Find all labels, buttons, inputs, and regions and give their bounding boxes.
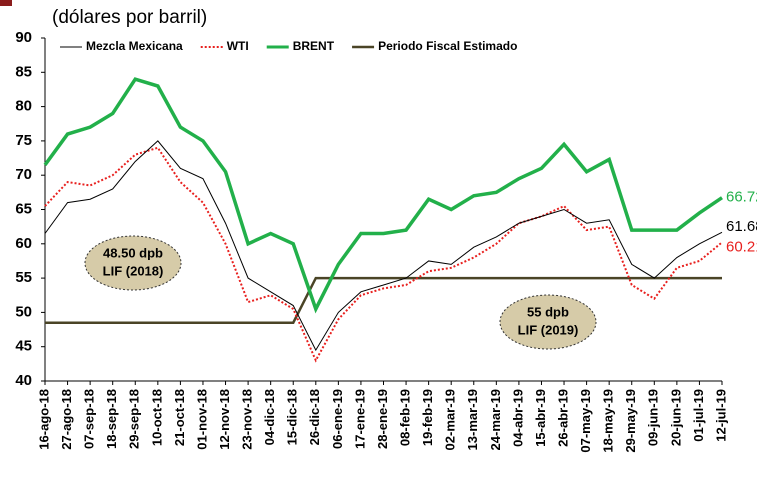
- x-tick-label: 27-ago-18: [59, 389, 74, 450]
- annotation-text: 48.50 dpb: [103, 245, 163, 260]
- series-line: [44, 140, 723, 352]
- x-tick-label: 29-may-19: [623, 389, 638, 453]
- y-tick-label: 45: [15, 338, 32, 355]
- x-tick-label: 09-jun-19: [646, 389, 661, 446]
- x-tick-label: 19-feb-19: [420, 389, 435, 446]
- end-label: 61.68: [726, 218, 757, 235]
- x-tick-label: 15-abr-19: [533, 389, 548, 447]
- x-tick-label: 18-may-19: [601, 389, 616, 453]
- x-tick-label: 21-oct-18: [172, 389, 187, 446]
- y-tick-label: 90: [15, 29, 32, 46]
- x-tick-label: 06-ene-19: [330, 389, 345, 449]
- legend-label: BRENT: [293, 39, 335, 53]
- x-tick-label: 13-mar-19: [465, 389, 480, 450]
- corner-bar: [0, 0, 12, 6]
- x-tick-label: 10-oct-18: [149, 389, 164, 446]
- end-label: 60.21: [726, 238, 757, 255]
- x-tick-label: 08-feb-19: [398, 389, 413, 446]
- y-axis-label: (dólares por barril): [52, 7, 207, 28]
- legend-label: Mezcla Mexicana: [86, 39, 183, 53]
- x-tick-label: 24-mar-19: [488, 389, 503, 450]
- y-tick-label: 50: [15, 303, 32, 320]
- y-tick-label: 60: [15, 235, 32, 252]
- end-label: 66.72: [726, 189, 757, 206]
- x-tick-label: 16-ago-18: [36, 389, 51, 450]
- x-tick-label: 20-jun-19: [668, 389, 683, 446]
- series-line: [44, 146, 723, 363]
- x-tick-label: 01-nov-18: [194, 389, 209, 450]
- annotation-text: LIF (2019): [518, 322, 579, 337]
- x-tick-label: 02-mar-19: [443, 389, 458, 450]
- x-tick-label: 17-ene-19: [352, 389, 367, 449]
- x-tick-label: 23-nov-18: [240, 389, 255, 450]
- series-line: [45, 276, 722, 324]
- annotation-text: 55 dpb: [527, 304, 569, 319]
- x-tick-label: 15-dic-18: [285, 389, 300, 445]
- x-tick-label: 12-nov-18: [217, 389, 232, 450]
- y-tick-label: 75: [15, 132, 32, 149]
- legend-label: Periodo Fiscal Estimado: [378, 39, 517, 53]
- x-tick-label: 04-abr-19: [510, 389, 525, 447]
- legend: Mezcla Mexicana WTI BRENT Periodo Fiscal Es…: [60, 39, 517, 53]
- x-tick-label: 26-abr-19: [555, 389, 570, 447]
- legend-label: WTI: [227, 39, 249, 53]
- annotation-text: LIF (2018): [103, 263, 164, 278]
- x-tick-label: 28-ene-19: [375, 389, 390, 449]
- x-tick-label: 04-dic-18: [262, 389, 277, 445]
- y-tick-label: 70: [15, 166, 32, 183]
- x-tick-label: 29-sep-18: [127, 389, 142, 449]
- x-tick-label: 18-sep-18: [104, 389, 119, 449]
- x-tick-label: 01-jul-19: [691, 389, 706, 442]
- annotation-bubble: [499, 294, 597, 350]
- y-tick-label: 40: [15, 372, 32, 389]
- x-tick-label: 07-sep-18: [82, 389, 97, 449]
- y-tick-label: 80: [15, 98, 32, 115]
- series-line: [43, 77, 723, 314]
- x-tick-label: 07-may-19: [578, 389, 593, 453]
- y-tick-label: 65: [15, 200, 32, 217]
- y-tick-label: 85: [15, 63, 32, 80]
- x-tick-label: 26-dic-18: [307, 389, 322, 445]
- y-tick-label: 55: [15, 269, 32, 286]
- annotation-bubble: [84, 235, 182, 291]
- x-tick-label: 12-jul-19: [713, 389, 728, 442]
